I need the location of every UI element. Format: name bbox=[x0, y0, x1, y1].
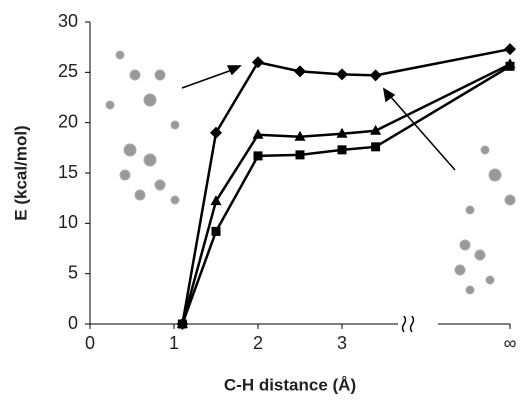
marker bbox=[212, 227, 221, 236]
x-tick-label: ∞ bbox=[504, 333, 517, 353]
marker bbox=[178, 320, 187, 329]
marker bbox=[294, 65, 306, 77]
y-tick-label: 15 bbox=[58, 162, 78, 182]
chart: C-H distance (Å) E (kcal/mol) 0510152025… bbox=[0, 0, 521, 401]
y-axis-title: E (kcal/mol) bbox=[11, 125, 30, 220]
molecule-right bbox=[455, 146, 515, 294]
marker bbox=[252, 56, 264, 68]
axis-break bbox=[403, 316, 414, 332]
series-line bbox=[182, 49, 510, 324]
molecule-left bbox=[106, 51, 179, 204]
marker bbox=[336, 68, 348, 80]
marker bbox=[506, 62, 515, 71]
arrows bbox=[182, 66, 455, 170]
marker bbox=[338, 145, 347, 154]
x-tick-label: 2 bbox=[253, 333, 263, 353]
marker bbox=[254, 151, 263, 160]
marker bbox=[296, 150, 305, 159]
y-tick-label: 0 bbox=[68, 313, 78, 333]
marker bbox=[370, 69, 382, 81]
x-tick-label: 0 bbox=[85, 333, 95, 353]
y-tick-label: 25 bbox=[58, 61, 78, 81]
x-axis-title: C-H distance (Å) bbox=[224, 375, 356, 394]
x-tick-label: 1 bbox=[169, 333, 179, 353]
marker bbox=[210, 127, 222, 139]
y-tick-label: 10 bbox=[58, 212, 78, 232]
series-line bbox=[182, 64, 510, 324]
y-tick-label: 30 bbox=[58, 11, 78, 31]
y-tick-label: 20 bbox=[58, 111, 78, 131]
marker bbox=[371, 142, 380, 151]
y-tick-label: 5 bbox=[68, 262, 78, 282]
marker bbox=[504, 43, 516, 55]
x-tick-label: 3 bbox=[337, 333, 347, 353]
